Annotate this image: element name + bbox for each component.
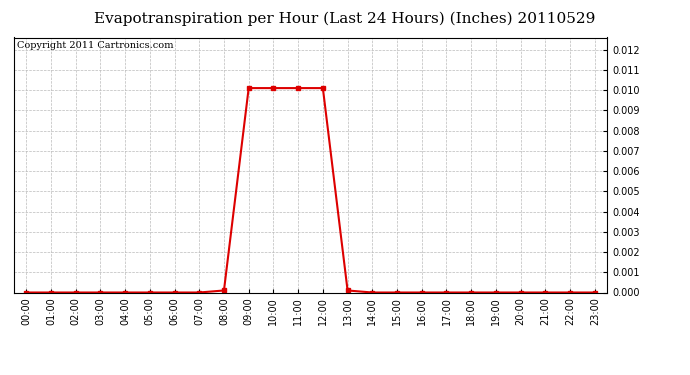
Text: Copyright 2011 Cartronics.com: Copyright 2011 Cartronics.com [17,41,173,50]
Text: Evapotranspiration per Hour (Last 24 Hours) (Inches) 20110529: Evapotranspiration per Hour (Last 24 Hou… [95,11,595,26]
